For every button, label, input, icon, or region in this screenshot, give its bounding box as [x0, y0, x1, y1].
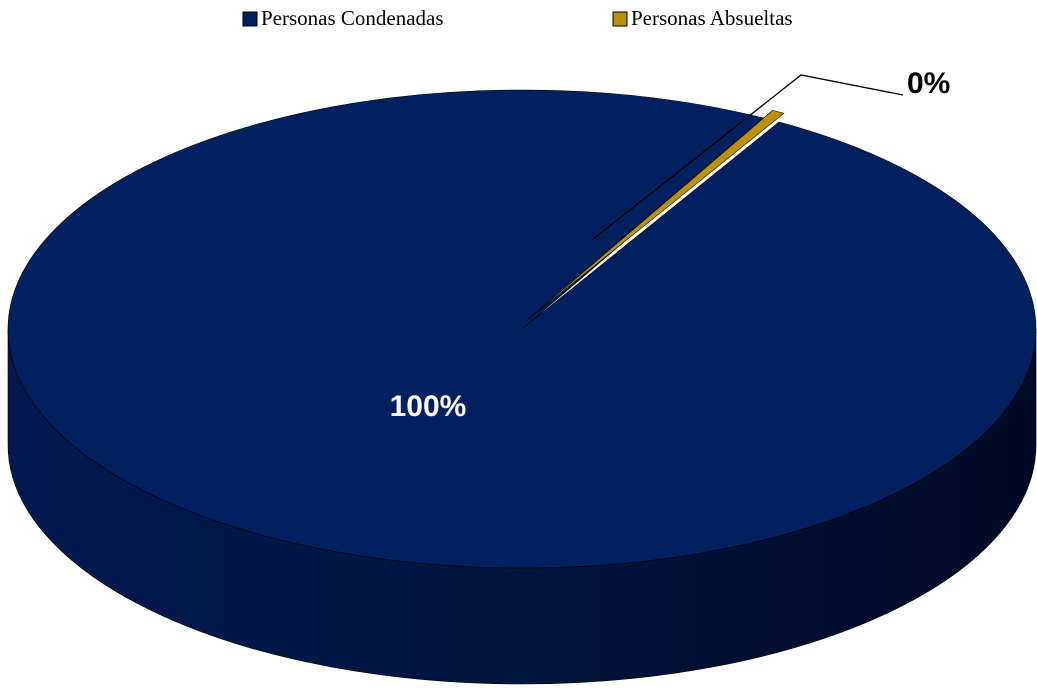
legend-label: Personas Absueltas [631, 6, 793, 30]
legend-swatch [612, 11, 628, 27]
data-label: 100% [390, 390, 467, 423]
leader-line [591, 74, 904, 241]
legend-swatch [242, 11, 258, 27]
pie-slice [7, 89, 1037, 569]
legend-label: Personas Condenadas [261, 6, 444, 30]
data-label: 0% [907, 67, 950, 100]
pie [7, 89, 1037, 685]
data-labels: 100% 0% [390, 67, 951, 423]
pie-slice [526, 110, 785, 321]
legend: Personas Condenadas Personas Absueltas [242, 6, 793, 30]
